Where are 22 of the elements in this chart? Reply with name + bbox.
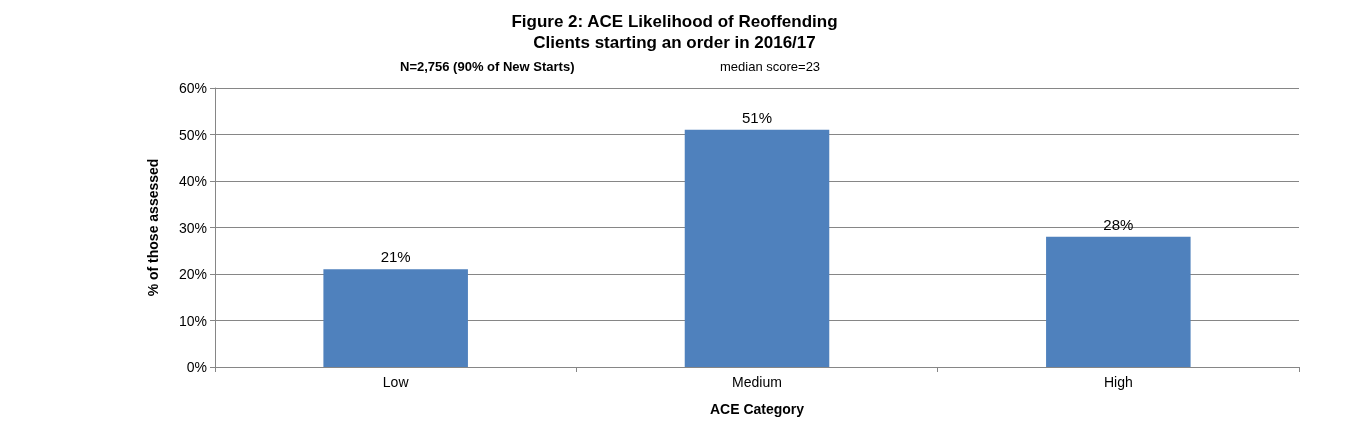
bar: [684, 129, 830, 367]
y-tick-label: 40%: [178, 173, 207, 189]
x-tick-label: Medium: [732, 374, 782, 390]
y-tick-label: 10%: [178, 312, 207, 329]
data-label: 51%: [741, 108, 773, 126]
data-label: 21%: [380, 248, 411, 266]
y-tick-label: 30%: [178, 219, 207, 236]
y-tick-label: 60%: [178, 80, 207, 96]
bar: [1046, 236, 1191, 367]
y-tick-label: 20%: [178, 266, 207, 282]
text: N=2,756 (90% of New Starts): [400, 59, 575, 74]
x-tick-label: Low: [382, 374, 410, 390]
y-tick-label: 50%: [178, 126, 207, 143]
data-label: 28%: [1103, 215, 1134, 233]
x-axis-title: ACE Category: [709, 401, 805, 417]
text: median score=23: [720, 59, 821, 74]
chart-subtitle: Clients starting an order in 2016/17: [533, 33, 816, 52]
bar: [323, 269, 468, 367]
x-tick-label: High: [1103, 374, 1133, 390]
y-axis-title: % of those assessed: [145, 158, 161, 297]
y-tick-label: 0%: [186, 359, 207, 375]
chart-title: Figure 2: ACE Likelihood of Reoffending: [511, 12, 838, 31]
